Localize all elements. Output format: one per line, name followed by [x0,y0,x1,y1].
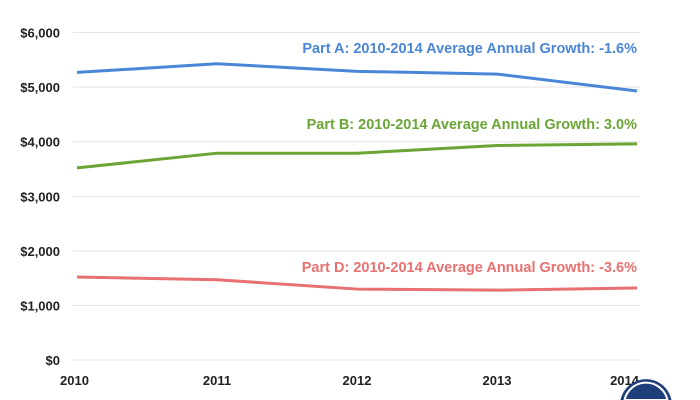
x-tick-label: 2012 [343,373,372,388]
series-lines [76,62,638,292]
annotations: Part A: 2010-2014 Average Annual Growth:… [302,41,637,276]
y-tick-label: $6,000 [20,26,60,41]
y-tick-label: $5,000 [20,80,60,95]
y-tick-label: $1,000 [20,298,60,313]
series-line-d [76,275,638,292]
gridlines [73,32,640,361]
annotation-b: Part B: 2010-2014 Average Annual Growth:… [307,117,637,133]
y-tick-label: $2,000 [20,244,60,259]
circular-seal-logo [620,379,672,400]
y-tick-label: $4,000 [20,135,60,150]
x-axis-ticks: 2010 2011 2012 2013 2014 [60,373,640,388]
annotation-d: Part D: 2010-2014 Average Annual Growth:… [302,260,637,276]
y-tick-label: $3,000 [20,189,60,204]
x-tick-label: 2011 [203,373,231,388]
series-line-b [76,142,638,170]
annotation-a: Part A: 2010-2014 Average Annual Growth:… [302,41,637,57]
y-axis-ticks: $0 $1,000 $2,000 $3,000 $4,000 $5,000 $6,000 [20,26,60,368]
x-tick-label: 2013 [483,373,512,388]
x-tick-label: 2010 [60,373,89,388]
y-tick-label: $0 [46,353,60,368]
